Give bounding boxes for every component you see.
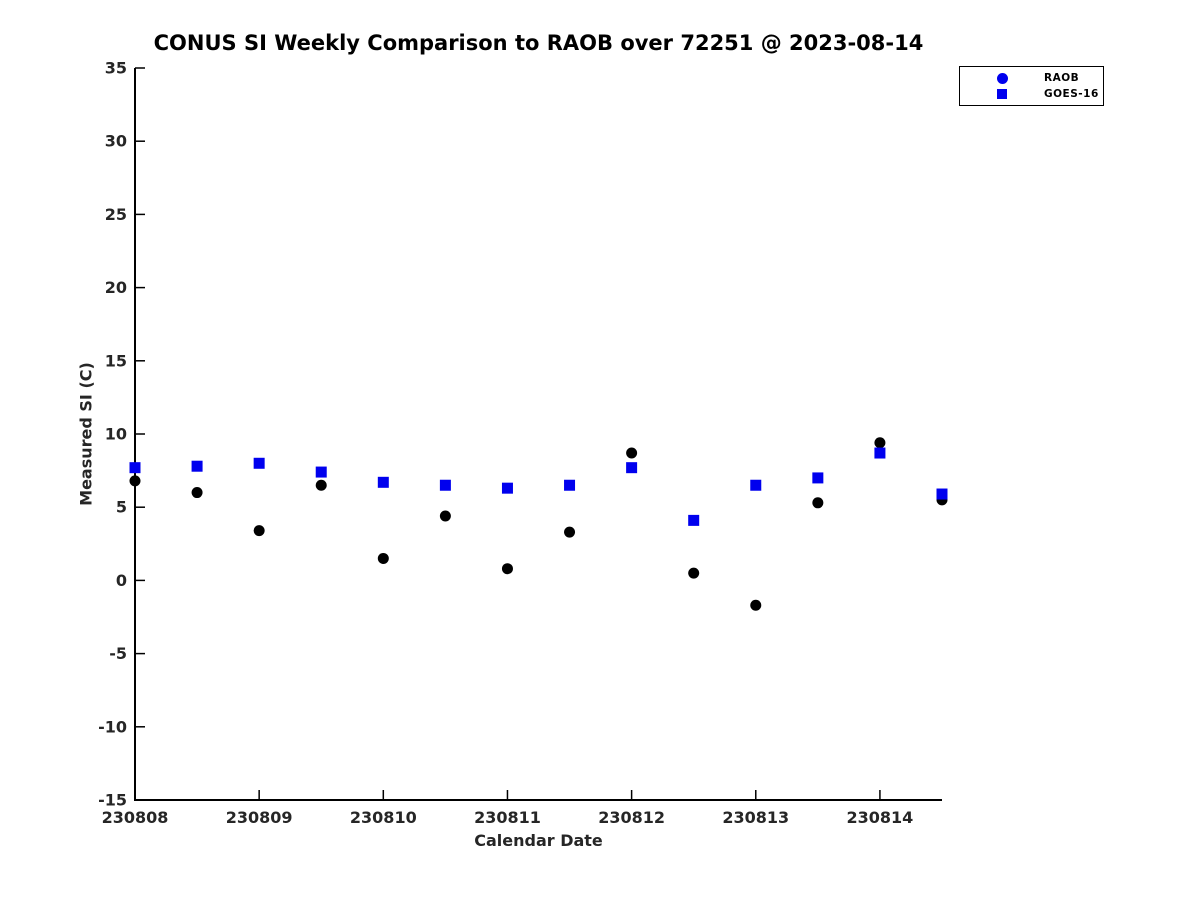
data-point-goes-16	[253, 457, 265, 469]
data-point-goes-16	[191, 460, 203, 472]
x-tick-label: 230811	[474, 808, 541, 827]
data-point-raob	[688, 567, 700, 579]
data-point-goes-16	[688, 514, 700, 526]
legend-entry-raob: RAOB	[960, 71, 1103, 86]
y-axis-label: Measured SI (C)	[76, 362, 96, 506]
data-point-goes-16	[564, 479, 576, 491]
data-point-goes-16	[626, 462, 638, 474]
y-tick-label: 10	[105, 425, 127, 444]
x-tick-label: 230812	[598, 808, 665, 827]
y-tick-label: -5	[109, 644, 127, 663]
y-tick-label: -15	[98, 791, 127, 810]
chart-title: CONUS SI Weekly Comparison to RAOB over …	[153, 31, 924, 55]
data-point-goes-16	[874, 447, 886, 459]
data-point-raob	[377, 552, 389, 564]
y-tick-label: -10	[98, 717, 127, 736]
y-tick-label: 20	[105, 278, 127, 297]
x-tick-label: 230809	[226, 808, 293, 827]
data-point-goes-16	[812, 472, 824, 484]
legend-box: RAOB GOES-16	[959, 66, 1104, 106]
y-tick-label: 15	[105, 351, 127, 370]
data-point-raob	[812, 497, 824, 509]
data-point-goes-16	[501, 482, 513, 494]
legend-entry-goes16: GOES-16	[960, 87, 1103, 102]
x-axis-label: Calendar Date	[474, 831, 603, 850]
data-point-raob	[129, 475, 141, 487]
data-point-goes-16	[439, 479, 451, 491]
y-tick-label: 0	[116, 571, 127, 590]
data-point-goes-16	[315, 466, 327, 478]
data-point-raob	[874, 437, 886, 449]
y-tick-label: 25	[105, 205, 127, 224]
x-tick-label: 230808	[102, 808, 169, 827]
data-point-goes-16	[377, 476, 389, 488]
data-point-raob	[191, 487, 203, 499]
data-point-raob	[626, 447, 638, 459]
data-point-goes-16	[129, 462, 141, 474]
x-tick-label: 230810	[350, 808, 417, 827]
legend-label-raob: RAOB	[1044, 72, 1080, 84]
x-tick-label: 230814	[847, 808, 914, 827]
data-point-raob	[564, 526, 576, 538]
goes16-square-icon	[997, 89, 1007, 99]
data-point-raob	[501, 563, 513, 575]
data-point-raob	[315, 479, 327, 491]
data-point-raob	[253, 525, 265, 537]
data-point-goes-16	[936, 488, 948, 500]
data-point-goes-16	[750, 479, 762, 491]
raob-circle-icon	[996, 72, 1008, 84]
y-tick-label: 30	[105, 132, 127, 151]
legend-label-goes16: GOES-16	[1044, 88, 1099, 100]
y-tick-label: 35	[105, 59, 127, 78]
data-point-raob	[439, 510, 451, 522]
data-point-raob	[750, 599, 762, 611]
x-tick-label: 230813	[722, 808, 789, 827]
y-tick-label: 5	[116, 498, 127, 517]
